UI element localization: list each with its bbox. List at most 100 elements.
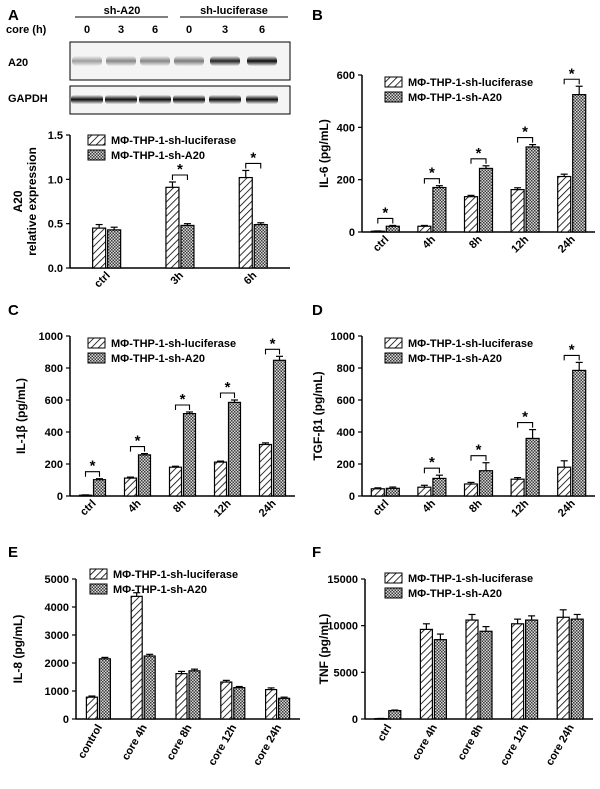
blot-row-label-a20: A20	[8, 57, 28, 69]
significance-bracket	[245, 162, 262, 169]
gapdh-band	[71, 95, 103, 104]
panel-label-e: E	[8, 544, 18, 561]
bar-luciferase	[419, 628, 433, 720]
significance-star: *	[270, 335, 276, 352]
a20-band	[106, 56, 136, 66]
significance-star: *	[476, 442, 482, 459]
a20-band	[210, 56, 240, 66]
significance-star: *	[177, 161, 183, 178]
x-tick-label: 8h	[467, 233, 485, 251]
x-tick-label: 6h	[242, 269, 260, 287]
gapdh-band	[246, 95, 278, 104]
y-tick-label: 1000	[45, 686, 69, 698]
legend-swatch	[87, 337, 106, 349]
x-tick-label: 8h	[171, 497, 189, 515]
bar-luciferase	[213, 461, 228, 497]
significance-star: *	[522, 124, 528, 141]
bar-sh-a20	[92, 479, 107, 497]
bar-sh-a20	[433, 639, 447, 720]
y-tick-label: 1.0	[48, 174, 63, 186]
bar-luciferase	[238, 176, 253, 269]
bar-sh-a20	[278, 697, 291, 720]
bar-sh-a20	[525, 146, 540, 233]
y-axis-label: relative expression	[25, 147, 39, 256]
bar-sh-a20	[524, 619, 539, 720]
y-axis-label: A20	[11, 190, 25, 212]
significance-bracket	[377, 217, 394, 224]
bar-luciferase	[130, 595, 143, 720]
significance-bracket	[264, 348, 281, 355]
bar-sh-a20	[98, 658, 112, 720]
chart-e: 0 1000 2000 3000 4000 5000 IL-8 (pg/mL) control…	[11, 568, 300, 768]
panel-label-d: D	[312, 302, 323, 319]
significance-star: *	[522, 409, 528, 426]
bar-luciferase	[463, 483, 479, 497]
legend-swatch	[87, 134, 106, 146]
y-tick-label: 400	[337, 427, 355, 439]
x-tick-label: 4h	[126, 497, 144, 515]
x-tick-label: 24h	[556, 497, 578, 519]
legend-label: MΦ-THP-1-sh-A20	[113, 584, 207, 596]
y-axis-label: TNF (pg/mL)	[317, 614, 331, 685]
x-tick-label: core 12h	[206, 722, 239, 767]
blot-time-4: 0	[186, 24, 192, 36]
bar-sh-a20	[432, 477, 447, 497]
significance-bracket	[423, 467, 440, 474]
y-tick-label: 4000	[45, 602, 69, 614]
bar-luciferase	[417, 225, 432, 233]
bar-sh-a20	[143, 655, 156, 720]
x-tick-label: ctrl	[371, 498, 392, 519]
chart-a: 0.0 0.5 1.0 1.5 A20 relative expression ctrl 3h…	[11, 130, 290, 290]
blot-time-6: 6	[259, 24, 265, 36]
y-axis-label: IL-6 (pg/mL)	[317, 119, 331, 188]
bar-sh-a20	[572, 94, 587, 233]
significance-star: *	[225, 379, 231, 396]
panel-label-f: F	[312, 544, 321, 561]
significance-bracket	[84, 471, 101, 477]
y-tick-label: 800	[45, 363, 63, 375]
bar-luciferase	[557, 175, 572, 233]
y-tick-label: 0	[349, 491, 355, 503]
significance-bracket	[171, 174, 188, 180]
blot-time-1: 0	[84, 24, 90, 36]
x-tick-label: core 12h	[498, 722, 531, 767]
bar-sh-a20	[227, 401, 242, 497]
significance-star: *	[429, 454, 435, 471]
legend-swatch	[89, 568, 108, 580]
bar-sh-a20	[107, 229, 122, 269]
legend-label: MΦ-THP-1-sh-A20	[408, 92, 502, 104]
legend-label: MΦ-THP-1-sh-luciferase	[408, 573, 533, 585]
bar-luciferase	[258, 443, 273, 497]
bar-sh-a20	[385, 225, 400, 233]
bar-luciferase	[370, 488, 385, 497]
gapdh-band	[209, 95, 241, 104]
y-tick-label: 1000	[39, 331, 63, 343]
x-tick-label: core 24h	[251, 722, 284, 767]
y-tick-label: 3000	[45, 630, 69, 642]
bar-sh-a20	[180, 224, 195, 269]
y-tick-label: 600	[45, 395, 63, 407]
x-tick-label: 24h	[257, 497, 279, 519]
bar-sh-a20	[272, 359, 287, 497]
x-tick-label: core 4h	[120, 722, 150, 762]
x-tick-label: core 8h	[456, 722, 486, 762]
x-tick-label: control	[76, 723, 105, 761]
bar-sh-a20	[478, 167, 494, 233]
bar-luciferase	[168, 466, 183, 497]
blot-time-3: 6	[152, 24, 158, 36]
panel-label-c: C	[8, 302, 19, 319]
y-tick-label: 5000	[334, 667, 358, 679]
y-tick-label: 600	[337, 70, 355, 82]
significance-bracket	[174, 404, 191, 410]
a20-band	[247, 56, 277, 66]
bar-luciferase	[557, 466, 572, 497]
x-tick-label: core 24h	[544, 722, 577, 767]
x-tick-label: 12h	[509, 497, 531, 519]
blot-header-sh-luciferase: sh-luciferase	[200, 5, 268, 17]
y-tick-label: 0	[352, 714, 358, 726]
bar-luciferase	[511, 623, 525, 720]
x-tick-label: 12h	[509, 233, 531, 255]
bar-luciferase	[556, 616, 570, 720]
legend-swatch	[87, 149, 106, 161]
x-tick-label: 3h	[169, 269, 187, 287]
